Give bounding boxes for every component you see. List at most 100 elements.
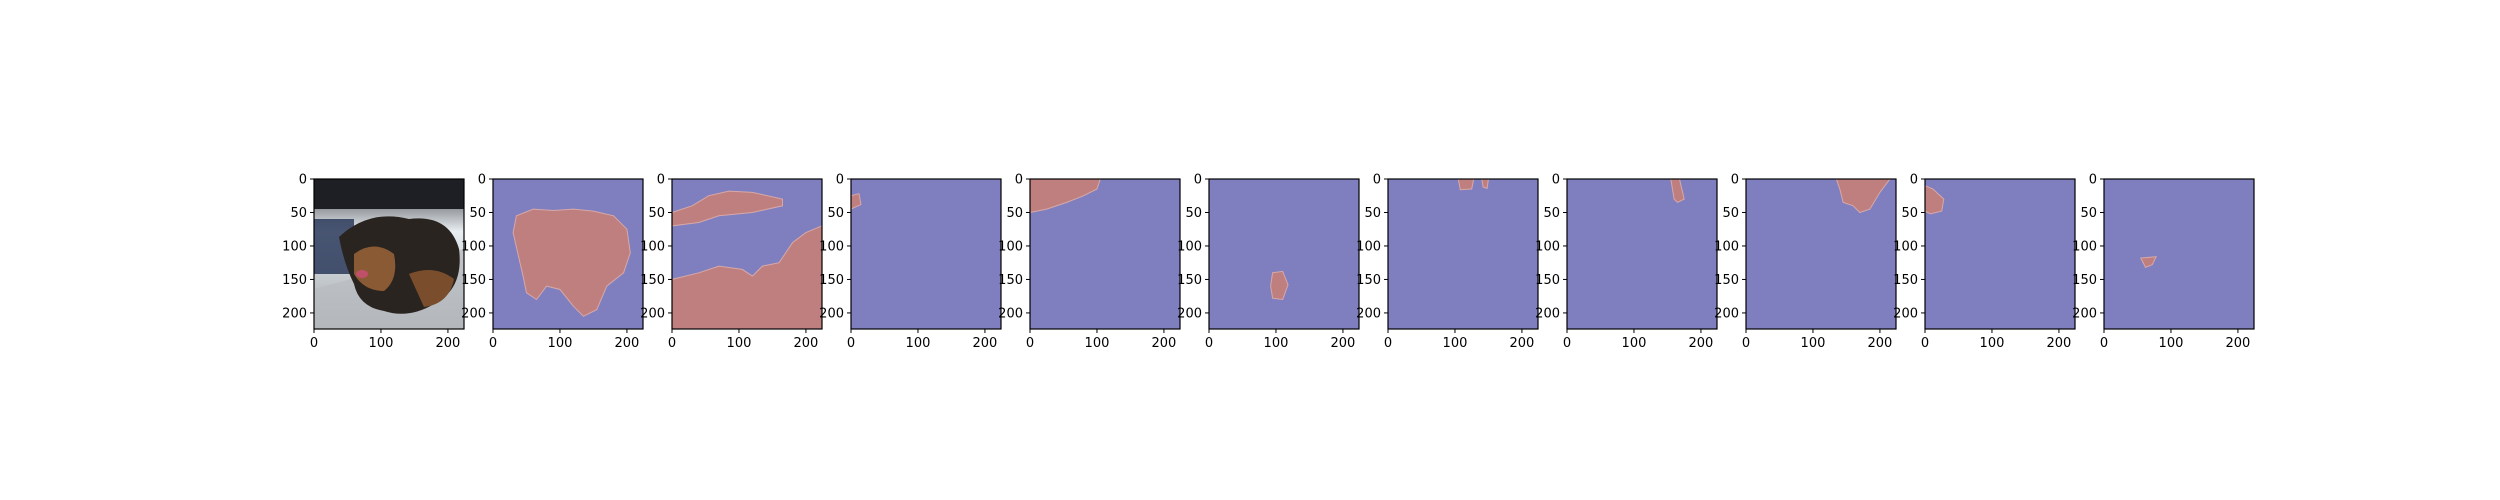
y-tick-label: 0 — [478, 173, 486, 188]
y-tick-label: 200 — [640, 306, 665, 321]
x-tick-label: 0 — [1205, 336, 1213, 351]
mask-region — [671, 190, 783, 227]
dog-tongue — [356, 270, 368, 278]
axes-frame — [671, 178, 823, 330]
y-tick-label: 50 — [648, 206, 665, 221]
y-tick-label: 150 — [640, 273, 665, 288]
x-tick-label: 100 — [1264, 336, 1289, 351]
axes-frame — [1208, 178, 1360, 330]
y-tick-label: 200 — [2072, 306, 2097, 321]
dog-face — [354, 246, 396, 291]
y-tick-label: 0 — [1015, 173, 1023, 188]
y-tick-label: 0 — [1910, 173, 1918, 188]
y-tick-label: 150 — [1356, 273, 1381, 288]
y-tick-label: 50 — [2080, 206, 2097, 221]
mask-region — [1835, 178, 1892, 214]
x-tick-label: 0 — [1384, 336, 1392, 351]
y-tick-label: 200 — [1893, 306, 1918, 321]
y-tick-label: 50 — [1543, 206, 1560, 221]
y-tick-label: 50 — [1901, 206, 1918, 221]
x-tick-label: 0 — [489, 336, 497, 351]
y-tick-label: 100 — [640, 239, 665, 254]
y-tick-label: 200 — [1535, 306, 1560, 321]
y-tick-label: 0 — [657, 173, 665, 188]
x-tick-label: 100 — [548, 336, 573, 351]
y-tick-label: 200 — [1714, 306, 1739, 321]
axes-frame — [1566, 178, 1718, 330]
axes-frame — [1029, 178, 1181, 330]
y-tick-label: 0 — [1194, 173, 1202, 188]
y-tick-label: 50 — [290, 206, 307, 221]
axes-frame — [850, 178, 1002, 330]
mask-background — [1567, 179, 1717, 329]
y-tick-label: 150 — [998, 273, 1023, 288]
x-tick-label: 0 — [1742, 336, 1750, 351]
y-tick-label: 100 — [1893, 239, 1918, 254]
x-tick-label: 100 — [2159, 336, 2184, 351]
dog-leg — [409, 270, 454, 307]
axes-frame — [313, 178, 465, 330]
mask-region — [512, 208, 631, 317]
x-tick-label: 200 — [436, 336, 461, 351]
mask-background — [851, 179, 1001, 329]
y-tick-label: 100 — [1714, 239, 1739, 254]
y-tick-label: 200 — [1177, 306, 1202, 321]
mask-region — [1481, 178, 1489, 190]
y-tick-label: 200 — [461, 306, 486, 321]
y-tick-label: 50 — [1006, 206, 1023, 221]
x-tick-label: 100 — [369, 336, 394, 351]
y-tick-label: 50 — [469, 206, 486, 221]
y-tick-label: 0 — [836, 173, 844, 188]
y-tick-label: 50 — [1364, 206, 1381, 221]
x-tick-label: 0 — [2100, 336, 2108, 351]
axes-frame — [1924, 178, 2076, 330]
x-tick-label: 0 — [1921, 336, 1929, 351]
y-tick-label: 0 — [2089, 173, 2097, 188]
x-tick-label: 200 — [1331, 336, 1356, 351]
mask-background — [1209, 179, 1359, 329]
axes-frame — [1387, 178, 1539, 330]
x-tick-label: 0 — [1026, 336, 1034, 351]
x-tick-label: 200 — [1510, 336, 1535, 351]
axes-frame — [492, 178, 644, 330]
x-tick-label: 200 — [1152, 336, 1177, 351]
x-tick-label: 0 — [1563, 336, 1571, 351]
y-tick-label: 150 — [1893, 273, 1918, 288]
mask-region — [1029, 178, 1101, 214]
x-tick-label: 100 — [906, 336, 931, 351]
y-tick-label: 200 — [998, 306, 1023, 321]
x-tick-label: 0 — [847, 336, 855, 351]
x-tick-label: 200 — [2047, 336, 2072, 351]
x-tick-label: 200 — [1689, 336, 1714, 351]
y-tick-label: 100 — [819, 239, 844, 254]
y-tick-label: 100 — [1356, 239, 1381, 254]
y-tick-label: 200 — [819, 306, 844, 321]
mask-background — [2104, 179, 2254, 329]
x-tick-label: 200 — [1868, 336, 1893, 351]
mask-background — [1925, 179, 2075, 329]
y-tick-label: 0 — [1552, 173, 1560, 188]
y-tick-label: 0 — [1731, 173, 1739, 188]
y-tick-label: 100 — [461, 239, 486, 254]
mask-region — [1270, 270, 1289, 301]
dog-photo — [314, 179, 464, 329]
y-tick-label: 100 — [998, 239, 1023, 254]
x-tick-label: 100 — [727, 336, 752, 351]
y-tick-label: 0 — [299, 173, 307, 188]
mask-region — [2140, 256, 2158, 269]
x-tick-label: 100 — [1801, 336, 1826, 351]
x-tick-label: 200 — [2226, 336, 2251, 351]
x-tick-label: 200 — [615, 336, 640, 351]
y-tick-label: 50 — [1722, 206, 1739, 221]
y-tick-label: 150 — [819, 273, 844, 288]
